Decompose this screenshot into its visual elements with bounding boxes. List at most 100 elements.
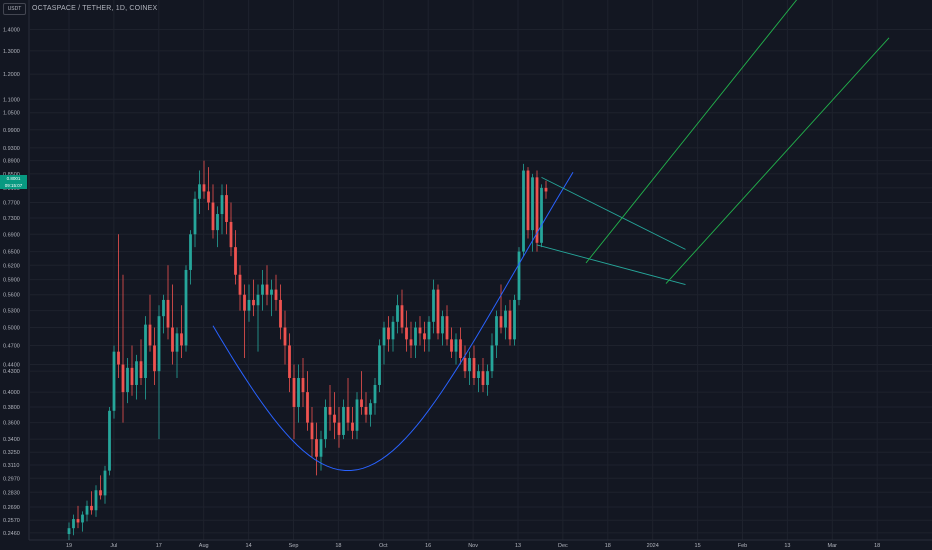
- price-tick-label: 0.8500: [3, 172, 20, 178]
- price-tick-label: 0.2830: [3, 490, 20, 496]
- pennant-lower-line: [536, 244, 686, 285]
- candle-body: [468, 358, 471, 372]
- candle-body: [405, 327, 408, 340]
- candle-body: [279, 299, 282, 328]
- candle-body: [175, 333, 179, 352]
- candle-body: [333, 414, 336, 423]
- price-tick-label: 0.7700: [3, 201, 20, 207]
- candle-body: [432, 289, 435, 322]
- candle-body: [220, 195, 224, 215]
- price-tick-label: 1.1000: [3, 97, 20, 103]
- price-tick-label: 1.0500: [3, 111, 20, 117]
- price-tick-label: 0.2690: [3, 505, 20, 511]
- price-tick-label: 0.3600: [3, 421, 20, 427]
- price-tick-label: 0.5600: [3, 293, 20, 299]
- candle-body: [81, 514, 84, 523]
- price-tick-label: 0.5300: [3, 309, 20, 315]
- price-axis[interactable]: 0.2460 0.2570 0.2690 0.2830 0.2970 0.3110 0.32…: [3, 27, 20, 536]
- candle-body: [171, 327, 174, 352]
- candle-body: [319, 439, 323, 457]
- price-tick-label: 1.4000: [3, 27, 20, 33]
- candle-body: [427, 321, 431, 340]
- candle-body: [126, 367, 129, 393]
- time-axis[interactable]: 19 Jul 17 Aug 14 Sep 18 Oct 16 Nov 13 Dec 18 2024 15 Fe…: [66, 543, 880, 549]
- candle-body: [157, 316, 161, 372]
- candle-body: [292, 377, 296, 407]
- time-tick-label: 14: [246, 543, 252, 549]
- drawings-layer: [212, 0, 890, 471]
- time-tick-label: 19: [66, 543, 72, 549]
- price-tick-label: 0.3800: [3, 405, 20, 411]
- candle-body: [117, 351, 120, 365]
- candle-body: [130, 367, 134, 385]
- candle-body: [225, 195, 228, 222]
- candle-body: [459, 339, 462, 359]
- candle-body: [382, 327, 386, 346]
- candle-body: [378, 345, 381, 385]
- candle-body: [252, 299, 255, 306]
- candle-body: [139, 361, 143, 378]
- price-tick-label: 0.6500: [3, 250, 20, 256]
- candle-body: [234, 247, 237, 275]
- candle-body: [522, 170, 525, 252]
- time-tick-label: Jul: [110, 543, 117, 549]
- candle-body: [207, 191, 210, 203]
- candle-body: [180, 333, 183, 346]
- price-tick-label: 0.4700: [3, 343, 20, 349]
- time-tick-label: 2024: [647, 543, 659, 549]
- candle-body: [288, 345, 291, 378]
- time-tick-label: 13: [784, 543, 790, 549]
- candle-body: [531, 177, 534, 231]
- candle-body: [166, 299, 170, 328]
- candle-body: [270, 289, 273, 295]
- candle-body: [504, 310, 507, 328]
- candle-body: [535, 177, 539, 243]
- time-tick-label: Feb: [738, 543, 747, 549]
- candle-body: [477, 371, 480, 378]
- candle-body: [508, 310, 512, 340]
- candle-body: [103, 470, 107, 496]
- candle-body: [153, 345, 156, 372]
- candle-body: [112, 351, 116, 411]
- time-tick-label: 16: [425, 543, 431, 549]
- channel-upper-line: [585, 0, 798, 264]
- candle-body: [355, 399, 359, 431]
- candle-body: [184, 269, 188, 346]
- channel-lower-line: [665, 37, 890, 284]
- candle-body: [301, 377, 305, 393]
- candle-body: [72, 519, 75, 529]
- price-tick-label: 1.2000: [3, 72, 20, 78]
- candle-body: [423, 333, 426, 340]
- candle-body: [387, 327, 390, 340]
- price-tick-label: 0.2460: [3, 531, 20, 537]
- candle-body: [513, 299, 516, 340]
- candle-body: [256, 294, 260, 306]
- price-tick-label: 0.9900: [3, 128, 20, 134]
- candle-body: [90, 505, 93, 511]
- candle-body: [441, 316, 444, 334]
- candle-body: [472, 358, 476, 378]
- time-tick-label: 18: [874, 543, 880, 549]
- price-tick-label: 0.4400: [3, 363, 20, 369]
- candle-body: [202, 184, 206, 192]
- candle-body: [121, 364, 125, 393]
- grid-lines: [30, 0, 932, 540]
- candle-body: [229, 221, 233, 248]
- time-tick-label: Sep: [289, 543, 299, 549]
- candle-body: [364, 406, 368, 415]
- price-tick-label: 0.3400: [3, 437, 20, 443]
- candle-body: [306, 392, 309, 423]
- candle-body: [189, 234, 192, 270]
- candle-body: [324, 406, 327, 440]
- time-tick-label: 18: [335, 543, 341, 549]
- price-tick-label: 0.5900: [3, 278, 20, 284]
- unit-badge[interactable]: USDT: [3, 3, 26, 15]
- candle-body: [369, 403, 372, 415]
- candle-body: [238, 274, 242, 295]
- candle-body: [243, 294, 246, 311]
- candle-body: [414, 327, 417, 346]
- symbol-title: OCTASPACE / TETHER, 1D, COINEX: [32, 5, 158, 12]
- candle-body: [342, 406, 345, 435]
